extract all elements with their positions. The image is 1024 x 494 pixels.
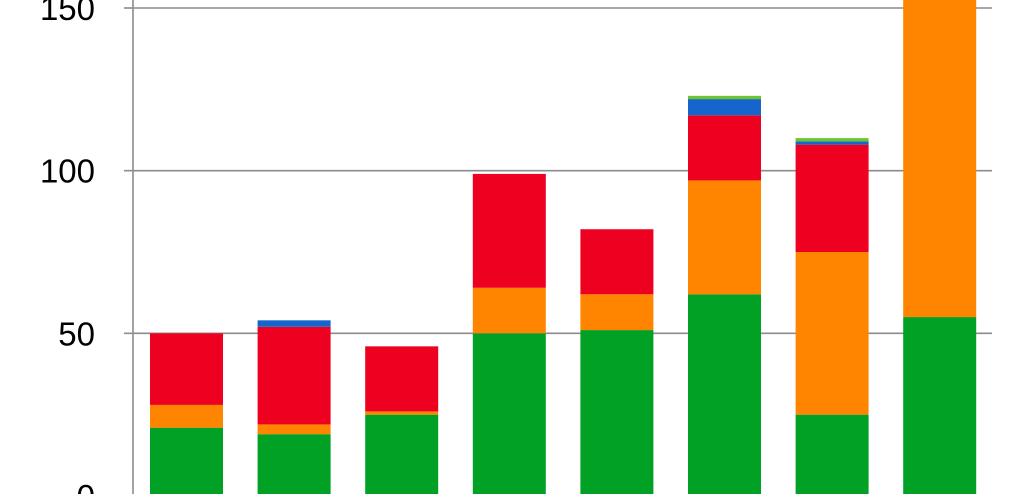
bar-stack — [257, 320, 331, 494]
bar-segment — [688, 180, 761, 295]
bar-segment — [688, 115, 761, 181]
bar-segment — [795, 141, 869, 145]
y-tick-label: 50 — [58, 315, 95, 352]
bar-stack — [365, 346, 439, 494]
bar-segment — [795, 252, 869, 415]
bar-stack — [688, 95, 761, 494]
bar-segment — [580, 330, 654, 494]
bar-segment — [795, 138, 869, 142]
bar-segment — [150, 404, 223, 428]
bar-segment — [257, 434, 331, 494]
y-tick-label: 150 — [40, 0, 95, 27]
bar-segment — [688, 294, 761, 494]
bar-segment — [365, 346, 439, 412]
bar-segment — [580, 294, 654, 331]
bar-segment — [903, 0, 977, 318]
bar-segment — [257, 320, 331, 327]
bar-segment — [903, 317, 977, 494]
bar-segment — [472, 333, 546, 494]
bar-segment — [580, 229, 654, 295]
bar-segment — [472, 287, 546, 334]
bar-segment — [688, 95, 761, 100]
bar-segment — [150, 333, 223, 405]
y-tick-labels: 0 50 100 150 — [40, 0, 95, 494]
bar-segment — [365, 414, 439, 494]
bar-stack — [472, 173, 546, 494]
bar-segment — [257, 424, 331, 435]
bar-segment — [365, 411, 439, 415]
y-tick-label: 100 — [40, 153, 95, 190]
y-axis — [124, 0, 134, 494]
bar-segment — [150, 427, 223, 494]
bar-segment — [795, 414, 869, 494]
bar-segment — [472, 173, 546, 288]
bar-stack — [580, 229, 654, 494]
bar-segment — [795, 144, 869, 252]
bars — [150, 0, 977, 494]
bar-stack — [795, 138, 869, 494]
bar-segment — [688, 99, 761, 116]
bar-stack — [150, 333, 223, 494]
y-tick-label: 0 — [77, 478, 95, 494]
bar-stack — [903, 0, 977, 494]
bar-segment — [257, 326, 331, 425]
